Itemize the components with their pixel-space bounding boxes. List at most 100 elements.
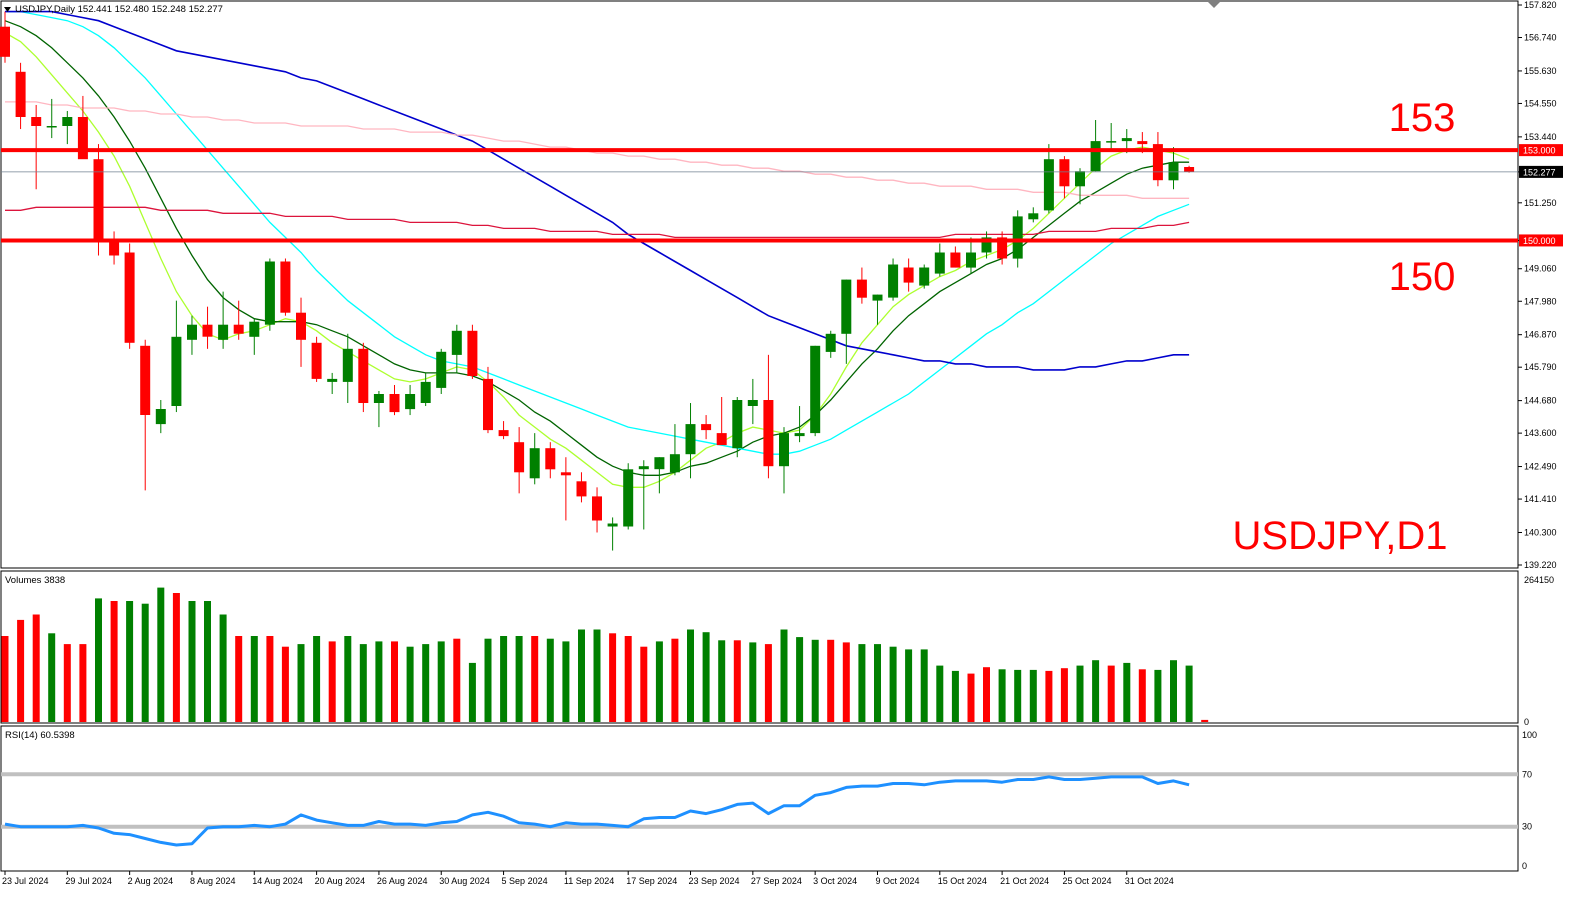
volume-bar (920, 649, 928, 722)
candle-body (109, 240, 120, 256)
volume-bar (328, 641, 336, 722)
volume-bar (1107, 665, 1115, 722)
candles-layer (0, 11, 1195, 551)
candle-body (373, 394, 384, 403)
symbol-info-line: USDJPY,Daily 152.441 152.480 152.248 152… (15, 4, 223, 15)
horizontal-levels-layer[interactable] (1, 148, 1518, 243)
volume-bar (811, 639, 819, 722)
volume-bar (515, 636, 523, 722)
volume-bar (1092, 660, 1100, 722)
volume-bar (344, 636, 352, 722)
candle-body (249, 321, 260, 337)
rsi-tick-label: 100 (1522, 730, 1537, 740)
volume-bar (796, 637, 804, 722)
volume-panel[interactable] (0, 570, 1519, 724)
candle-body (685, 424, 696, 455)
volume-bar (422, 644, 430, 722)
candle-body (296, 312, 306, 340)
price-tick-label: 154.550 (1524, 98, 1557, 108)
price-tick-label: 147.980 (1524, 296, 1557, 306)
volume-bar (1123, 662, 1131, 722)
candle-body (202, 324, 213, 337)
candle-body (623, 469, 634, 527)
volume-bar (531, 636, 539, 722)
price-tick-label: 151.250 (1524, 198, 1557, 208)
candle-body (171, 336, 182, 406)
candle-body (529, 448, 540, 479)
time-tick-label: 20 Aug 2024 (315, 876, 366, 886)
time-axis: 23 Jul 2024 29 Jul 2024 2 Aug 2024 8 Aug 20… (2, 871, 1174, 886)
volume-bar (188, 601, 196, 722)
candle-body (342, 348, 353, 382)
symbol-menu-arrow-icon[interactable] (4, 7, 11, 12)
volume-bar (889, 646, 897, 722)
volume-bar (702, 632, 710, 722)
candle-body (1028, 213, 1039, 220)
volume-bar (219, 614, 227, 722)
volume-bar (593, 629, 601, 722)
volume-bar (546, 638, 554, 722)
volume-bar (733, 640, 741, 722)
candle-body (1012, 216, 1023, 259)
price-panel[interactable] (0, 0, 1519, 569)
volume-bar (858, 644, 866, 722)
candle-body (0, 26, 10, 57)
candle-body (405, 394, 416, 410)
candle-body (732, 400, 743, 449)
price-tick-label: 146.870 (1524, 330, 1557, 340)
price-axis: 157.820 156.740 155.630 154.550 153.440 152.2… (1518, 0, 1563, 570)
ma-line-red (5, 206, 1190, 239)
volume-bar (1170, 660, 1177, 722)
candle-body (311, 342, 322, 379)
volume-bar (842, 642, 850, 722)
volume-bar (983, 667, 990, 722)
price-tick-label: 149.060 (1524, 264, 1557, 274)
volume-bar (687, 629, 694, 722)
volume-bar (110, 601, 118, 722)
candle-body (218, 324, 229, 340)
time-tick-label: 21 Oct 2024 (1000, 876, 1049, 886)
candle-body (997, 237, 1008, 259)
chart-shift-marker-icon[interactable] (1208, 2, 1220, 8)
rsi-panel[interactable] (0, 725, 1519, 872)
candle-body (560, 472, 571, 476)
candle-body (825, 333, 836, 352)
candle-body (1184, 167, 1195, 172)
volume-bar (297, 644, 305, 722)
volume-bar (998, 669, 1006, 722)
volume-bar (359, 644, 367, 722)
time-tick-label: 8 Aug 2024 (190, 876, 236, 886)
volume-bar (967, 673, 975, 722)
price-tick-label: 153.440 (1524, 132, 1557, 142)
time-tick-label: 23 Sep 2024 (689, 876, 740, 886)
candle-body (779, 433, 789, 467)
volume-bar (437, 641, 445, 722)
price-tick-label: 143.600 (1524, 428, 1557, 438)
candle-body (1059, 159, 1070, 187)
ma-line-cyan (5, 10, 1190, 455)
level-price-tag (1519, 144, 1563, 157)
volume-tick-label: 0 (1524, 717, 1529, 727)
price-tick-label: 157.820 (1524, 0, 1557, 10)
ma-line-pink (5, 101, 1190, 199)
price-tick-label: 140.300 (1524, 527, 1557, 537)
volume-bar (204, 601, 211, 722)
volume-bar (63, 644, 71, 722)
time-tick-label: 31 Oct 2024 (1125, 876, 1174, 886)
volume-bar (578, 629, 585, 722)
candle-body (638, 466, 649, 470)
candle-body (810, 345, 821, 434)
candle-body (856, 279, 867, 298)
candle-body (15, 71, 26, 117)
volume-bar (32, 614, 40, 722)
rsi-line (4, 775, 1190, 847)
volume-bar (1185, 665, 1193, 722)
time-tick-label: 29 Jul 2024 (65, 876, 112, 886)
candle-body (358, 348, 369, 403)
price-tick-label: 141.410 (1524, 494, 1557, 504)
candle-body (872, 294, 883, 301)
price-tick-label: 139.220 (1524, 560, 1557, 570)
volume-bar (17, 619, 25, 722)
